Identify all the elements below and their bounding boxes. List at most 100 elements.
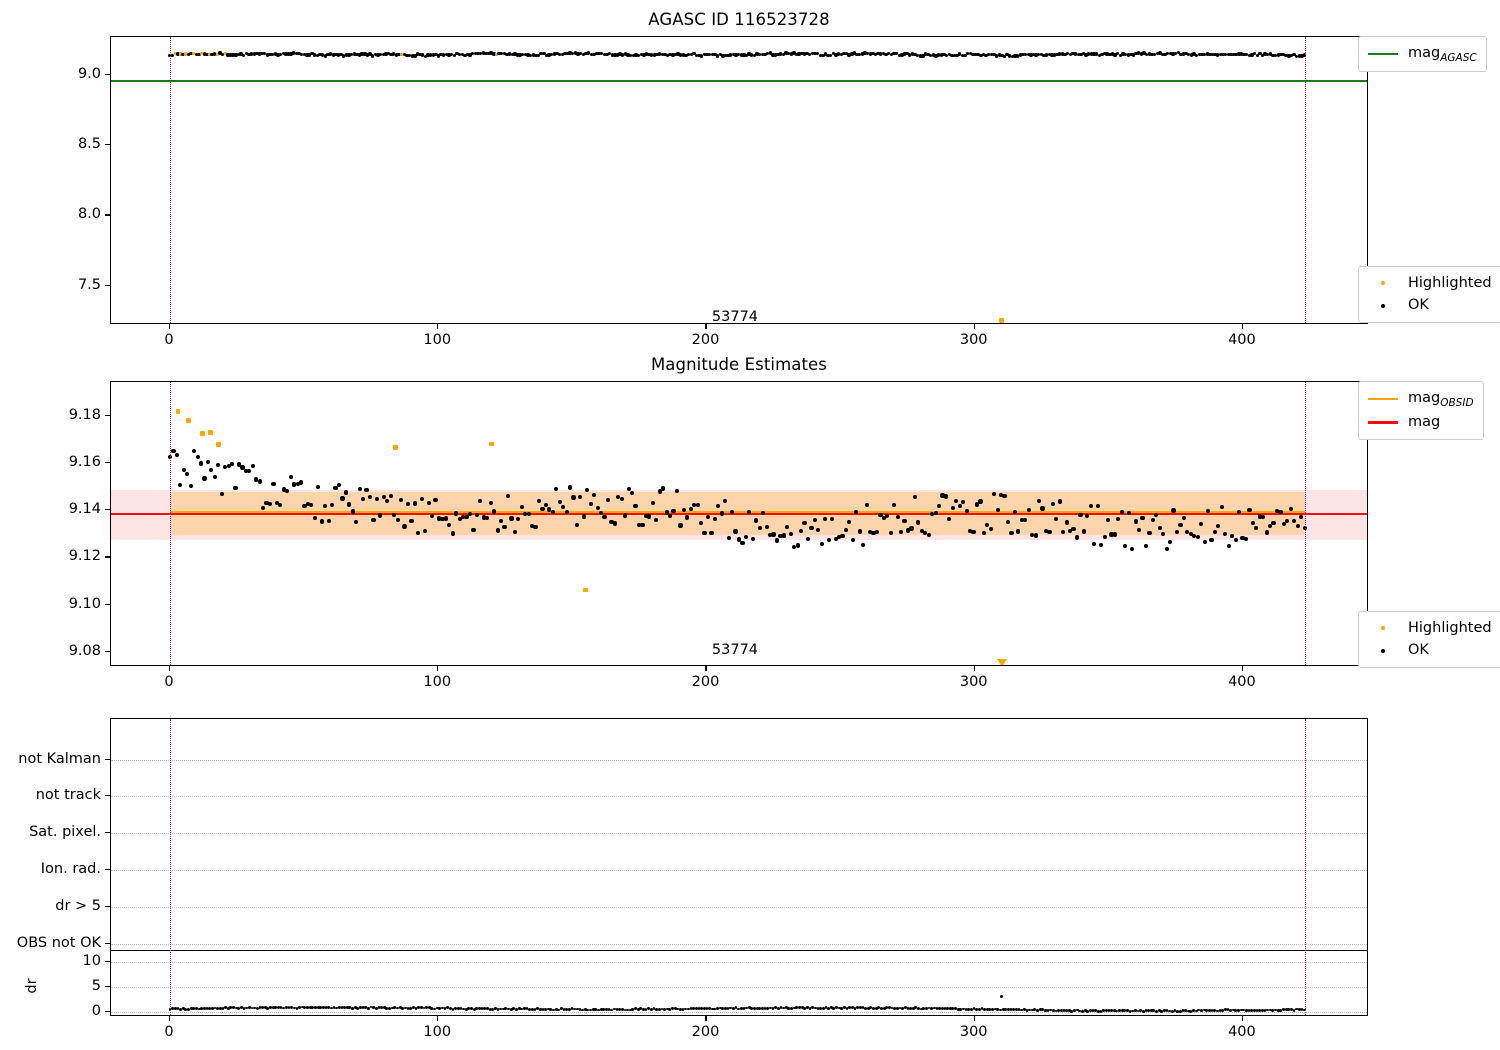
data-point-ok xyxy=(318,52,322,57)
data-point-ok xyxy=(285,488,290,493)
panel2-xtick-label: 200 xyxy=(691,674,720,690)
data-point-ok xyxy=(564,509,569,515)
data-point-ok xyxy=(750,537,755,542)
data-point-ok xyxy=(1202,539,1207,544)
data-point-ok xyxy=(515,53,520,57)
data-point-ok xyxy=(976,52,980,56)
dr-data-point xyxy=(1083,1008,1087,1012)
data-point-ok xyxy=(297,51,301,56)
dr-data-point xyxy=(337,1006,341,1010)
data-point-ok xyxy=(1043,529,1049,534)
data-point-ok xyxy=(1266,52,1270,57)
data-point-ok xyxy=(392,512,397,518)
dr-data-point-spike xyxy=(999,995,1004,999)
data-point-ok xyxy=(636,523,642,528)
panel1-ytick-label: 9.0 xyxy=(77,65,101,82)
data-point-ok xyxy=(386,51,391,56)
dr-data-point xyxy=(210,1006,214,1010)
legend-panel2-top: magOBSID mag xyxy=(1358,381,1484,440)
dr-data-point xyxy=(734,1006,738,1010)
data-point-ok xyxy=(739,53,743,57)
dr-data-point xyxy=(824,1006,828,1010)
data-point-ok xyxy=(518,53,522,57)
dr-data-point xyxy=(306,1006,309,1010)
legend-item-highlighted[interactable]: Highlighted xyxy=(1366,617,1492,639)
ok-dot-icon xyxy=(1366,648,1400,653)
data-point-ok xyxy=(1084,53,1088,57)
data-point-ok xyxy=(654,517,659,522)
dr-data-point xyxy=(1234,1009,1238,1013)
data-point-ok xyxy=(381,52,385,57)
dr-data-point xyxy=(940,1007,944,1011)
data-point-ok xyxy=(573,51,578,55)
data-point-ok xyxy=(457,53,462,57)
data-point-ok xyxy=(1055,52,1059,57)
dr-data-point xyxy=(803,1006,807,1010)
data-point-ok xyxy=(544,53,549,57)
data-point-ok xyxy=(802,52,807,56)
data-point-ok xyxy=(1078,513,1083,518)
dr-data-point xyxy=(850,1006,854,1009)
data-point-ok xyxy=(985,523,990,528)
data-point-ok xyxy=(481,51,485,55)
legend-item-ok[interactable]: OK xyxy=(1366,639,1492,661)
data-point-ok xyxy=(1147,530,1152,535)
data-point-ok xyxy=(1219,505,1224,510)
dr-gridline xyxy=(111,986,1367,988)
flag-gridline xyxy=(111,944,1367,945)
dr-data-point xyxy=(925,1006,928,1010)
data-point-ok xyxy=(836,534,842,540)
data-point-ok xyxy=(1071,51,1075,56)
data-point-ok xyxy=(810,51,815,56)
data-point-ok xyxy=(1123,52,1128,57)
data-point-ok xyxy=(763,52,767,56)
data-point-ok xyxy=(1199,522,1204,527)
dr-data-point xyxy=(221,1006,225,1010)
dr-data-point xyxy=(496,1007,500,1011)
flag-tick-mark xyxy=(105,906,110,908)
dr-data-point xyxy=(279,1005,283,1009)
legend-item-mag[interactable]: mag xyxy=(1366,411,1474,433)
data-point-ok xyxy=(519,504,524,509)
legend-item-mag-obsid[interactable]: magOBSID xyxy=(1366,387,1474,411)
data-point-ok xyxy=(365,53,370,57)
data-point-ok xyxy=(343,490,348,495)
dr-data-point xyxy=(1004,1008,1008,1011)
dr-data-point xyxy=(901,1007,904,1010)
obsid-boundary-line-start xyxy=(170,382,171,665)
dr-data-point xyxy=(1081,1009,1084,1013)
data-point-highlighted xyxy=(215,442,221,447)
data-point-ok xyxy=(447,522,452,527)
data-point-ok xyxy=(457,516,462,522)
data-point-ok xyxy=(943,494,949,499)
data-point-ok xyxy=(361,497,366,502)
legend-item-ok[interactable]: OK xyxy=(1366,294,1492,316)
panel1-xtick-mark xyxy=(169,324,171,329)
data-point-ok xyxy=(1121,52,1125,56)
data-point-ok xyxy=(430,514,435,519)
data-point-ok xyxy=(540,506,545,512)
data-point-ok xyxy=(302,503,307,508)
dr-data-point xyxy=(1102,1009,1106,1012)
data-point-ok xyxy=(987,52,991,57)
dr-data-point xyxy=(911,1007,915,1011)
data-point-ok xyxy=(716,503,721,508)
legend-item-mag-agasc[interactable]: magAGASC xyxy=(1366,42,1477,66)
data-point-ok xyxy=(1123,543,1128,549)
data-point-ok xyxy=(673,52,678,57)
data-point-ok xyxy=(1243,536,1249,541)
data-point-ok xyxy=(1292,52,1296,56)
data-point-ok xyxy=(699,521,704,526)
dr-data-point xyxy=(441,1006,444,1010)
data-point-ok xyxy=(800,51,804,55)
data-point-ok xyxy=(357,53,362,57)
dr-data-point xyxy=(845,1007,849,1010)
data-point-ok xyxy=(705,514,711,519)
legend-item-highlighted[interactable]: Highlighted xyxy=(1366,272,1492,294)
data-point-ok xyxy=(702,52,707,57)
data-point-ok xyxy=(1157,526,1162,531)
data-point-ok xyxy=(905,52,909,56)
dr-data-point xyxy=(731,1006,735,1010)
data-point-ok xyxy=(476,51,480,56)
dr-data-point xyxy=(295,1006,299,1010)
